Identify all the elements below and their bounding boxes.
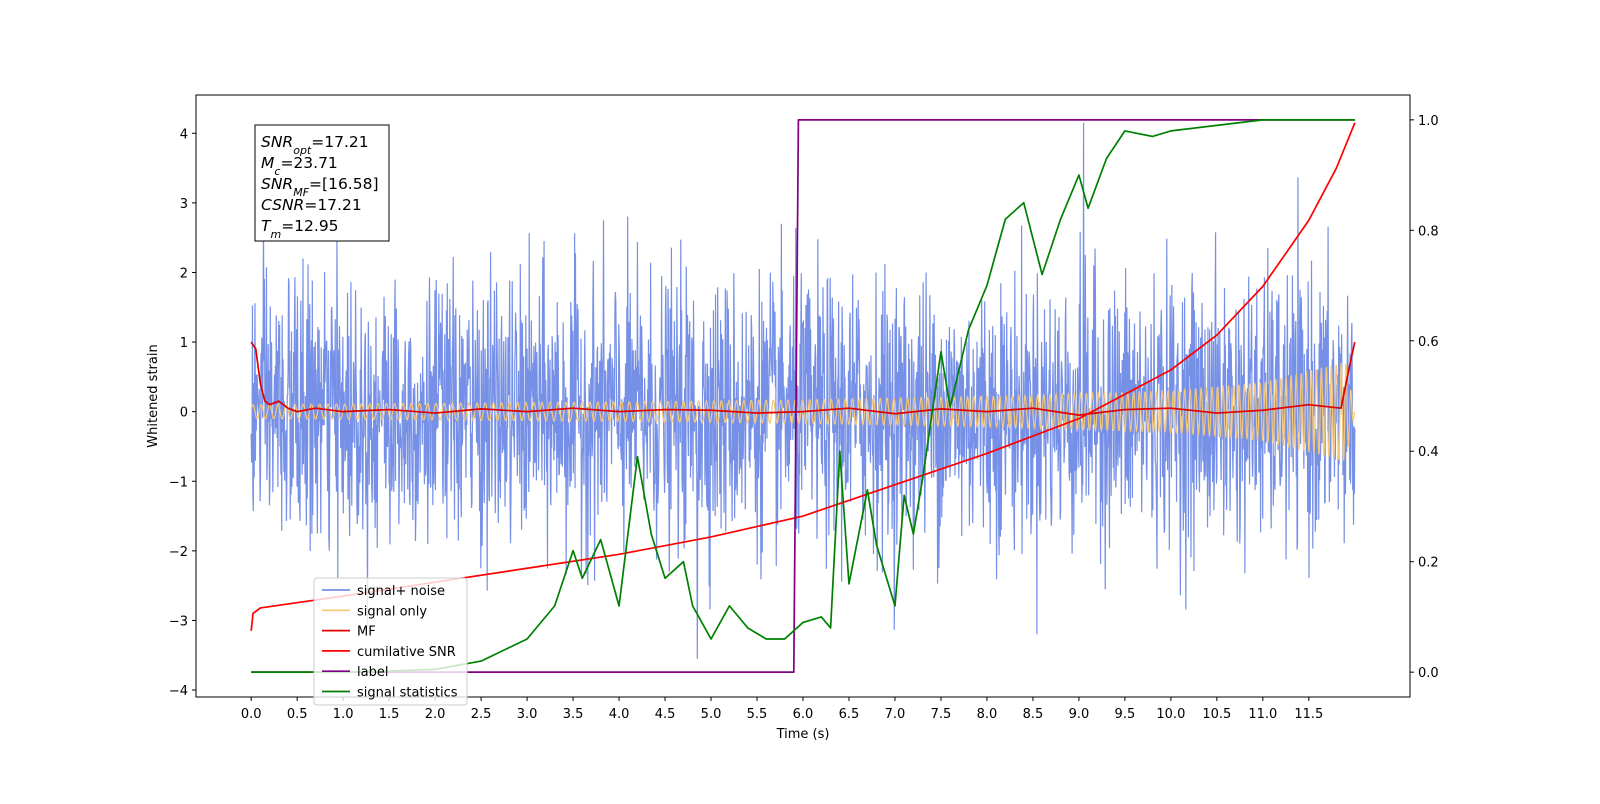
- x-tick-label: 6.5: [839, 707, 860, 722]
- x-tick-label: 3.5: [563, 707, 584, 722]
- stats-mc: Mc=23.71: [261, 154, 338, 178]
- legend-entry: signal only: [357, 604, 427, 619]
- stats-snr-opt: SNRopt=17.21: [261, 133, 369, 157]
- legend-entry: MF: [357, 625, 376, 640]
- stats-csnr: CSNR=17.21: [261, 196, 362, 214]
- y-axis-left: 4 3 2 1 0 −1 −2 −3 −4: [169, 127, 196, 699]
- legend-entry: cumilative SNR: [357, 645, 456, 660]
- x-tick-label: 11.5: [1294, 707, 1323, 722]
- x-tick-label: 8.5: [1023, 707, 1044, 722]
- y-left-tick-label: −3: [169, 614, 188, 629]
- y-left-tick-label: −4: [169, 684, 188, 699]
- series-signal-only: [250, 362, 1356, 462]
- y-right-tick-label: 1.0: [1418, 114, 1439, 129]
- legend-entry: signal statistics: [357, 686, 458, 701]
- x-tick-label: 8.0: [977, 707, 998, 722]
- y-right-tick-label: 0.4: [1418, 445, 1439, 460]
- stats-tm: Tm=12.95: [261, 217, 339, 241]
- x-tick-label: 0.5: [287, 707, 308, 722]
- x-tick-label: 4.0: [609, 707, 630, 722]
- x-tick-label: 4.5: [655, 707, 676, 722]
- x-tick-label: 2.0: [425, 707, 446, 722]
- y-left-tick-label: −1: [169, 475, 188, 490]
- series-mf: [250, 341, 1356, 416]
- x-tick-label: 10.5: [1202, 707, 1231, 722]
- x-axis-label: Time (s): [776, 727, 830, 742]
- y-left-tick-label: 1: [180, 336, 188, 351]
- y-left-tick-label: 0: [180, 406, 188, 421]
- y-left-tick-label: −2: [169, 545, 188, 560]
- x-tick-label: 10.0: [1156, 707, 1185, 722]
- x-tick-label: 7.5: [931, 707, 952, 722]
- y-axis-label: Whitened strain: [146, 344, 161, 447]
- y-left-tick-label: 3: [180, 197, 188, 212]
- x-axis: 0.0 0.5 1.0 1.5 2.0 2.5 3.0 3.5 4.0 4.5 5.0 5.5 6.0 6…: [241, 697, 1323, 722]
- stats-annotation-box: SNRopt=17.21 Mc=23.71 SNRMF=[16.58] CSNR…: [254, 124, 390, 242]
- x-tick-label: 6.0: [793, 707, 814, 722]
- x-tick-label: 0.0: [241, 707, 262, 722]
- x-tick-label: 9.5: [1115, 707, 1136, 722]
- x-tick-label: 5.0: [701, 707, 722, 722]
- series-label: [251, 119, 1355, 673]
- y-left-tick-label: 2: [180, 266, 188, 281]
- x-tick-label: 2.5: [471, 707, 492, 722]
- y-right-tick-label: 0.2: [1418, 556, 1439, 571]
- x-tick-label: 9.0: [1069, 707, 1090, 722]
- stats-snr-mf: SNRMF=[16.58]: [261, 175, 379, 199]
- x-tick-label: 1.5: [379, 707, 400, 722]
- series-signal-noise: [250, 122, 1356, 659]
- y-axis-right: 1.0 0.8 0.6 0.4 0.2 0.0: [1410, 114, 1439, 681]
- y-right-tick-label: 0.8: [1418, 224, 1439, 239]
- series-signal-statistics: [251, 119, 1355, 673]
- x-tick-label: 3.0: [517, 707, 538, 722]
- legend-entry: signal+ noise: [357, 584, 445, 599]
- legend-entry: label: [357, 665, 388, 680]
- y-right-tick-label: 0.6: [1418, 335, 1439, 350]
- x-tick-label: 7.0: [885, 707, 906, 722]
- x-tick-label: 1.0: [333, 707, 354, 722]
- legend: signal+ noise signal only MF cumilative SNR…: [313, 577, 468, 706]
- y-left-tick-label: 4: [180, 127, 188, 142]
- x-tick-label: 5.5: [747, 707, 768, 722]
- legend-box: [313, 577, 468, 706]
- y-right-tick-label: 0.0: [1418, 666, 1439, 681]
- x-tick-label: 11.0: [1248, 707, 1277, 722]
